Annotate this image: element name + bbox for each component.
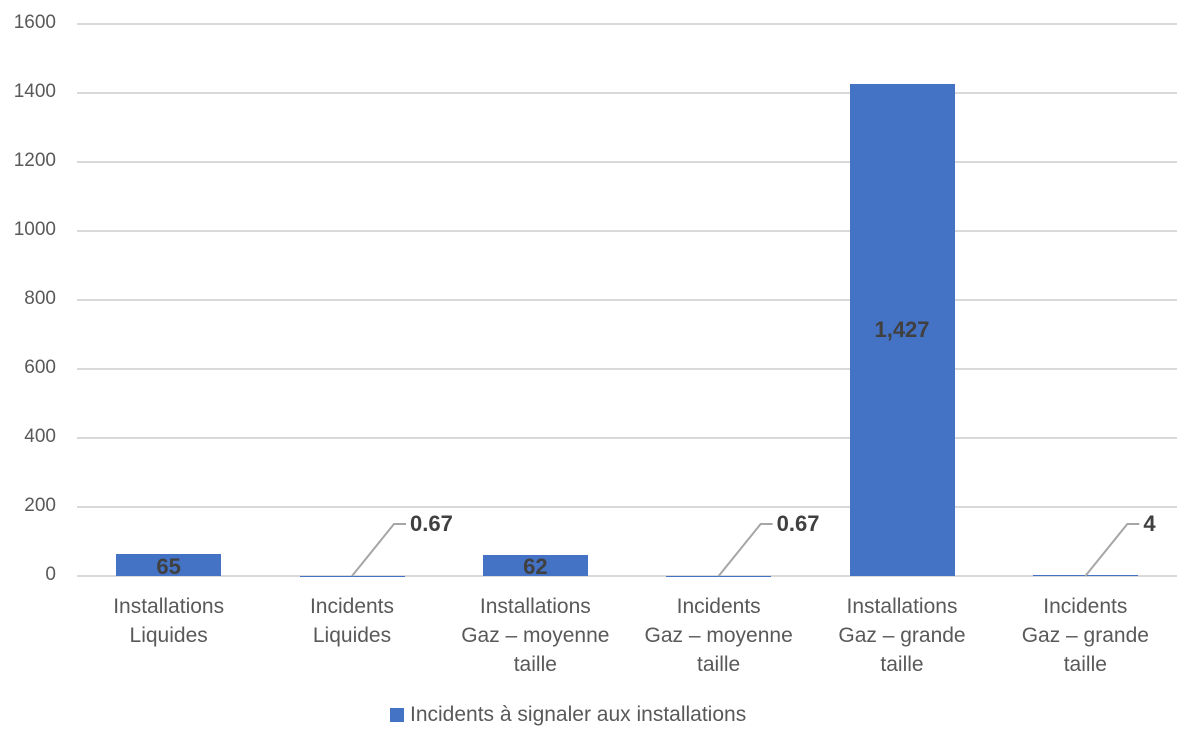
y-tick-label: 1600 <box>13 12 56 33</box>
bar <box>116 553 222 576</box>
y-tick-label: 600 <box>24 357 56 378</box>
y-tick-label: 1400 <box>13 81 56 102</box>
x-tick-label: Installations Gaz – grande taille <box>838 595 966 676</box>
data-label: 1,427 <box>874 316 930 342</box>
data-label: 62 <box>523 554 548 579</box>
gridline <box>77 230 1177 232</box>
gridline <box>77 23 1177 25</box>
gridline <box>77 161 1177 163</box>
gridline <box>77 437 1177 439</box>
data-label: 0.67 <box>776 511 820 536</box>
y-tick-label: 400 <box>24 426 56 447</box>
y-tick-label: 1200 <box>13 150 56 171</box>
gridline <box>77 575 1177 577</box>
legend-swatch-icon <box>390 708 404 722</box>
bar <box>849 83 955 576</box>
legend: Incidents à signaler aux installations <box>390 703 746 727</box>
y-tick-label: 200 <box>24 495 56 516</box>
bar <box>482 554 588 576</box>
gridline <box>77 506 1177 508</box>
gridline <box>77 368 1177 370</box>
x-tick-label: Installations Gaz – moyenne taille <box>461 595 610 676</box>
gridline <box>77 92 1177 94</box>
x-tick-label: Incidents Gaz – grande taille <box>1021 595 1149 676</box>
gridline <box>77 299 1177 301</box>
y-tick-label: 800 <box>24 288 56 309</box>
x-tick-label: Incidents Gaz – moyenne taille <box>644 595 793 676</box>
x-tick-label: Incidents Liquides <box>309 595 395 647</box>
y-tick-label: 0 <box>45 564 56 585</box>
legend-label: Incidents à signaler aux installations <box>410 703 747 726</box>
x-tick-label: Installations Liquides <box>113 595 225 647</box>
data-label: 4 <box>1143 511 1156 536</box>
y-tick-label: 1000 <box>13 219 56 240</box>
data-label: 0.67 <box>410 511 453 536</box>
data-label: 65 <box>156 554 181 579</box>
